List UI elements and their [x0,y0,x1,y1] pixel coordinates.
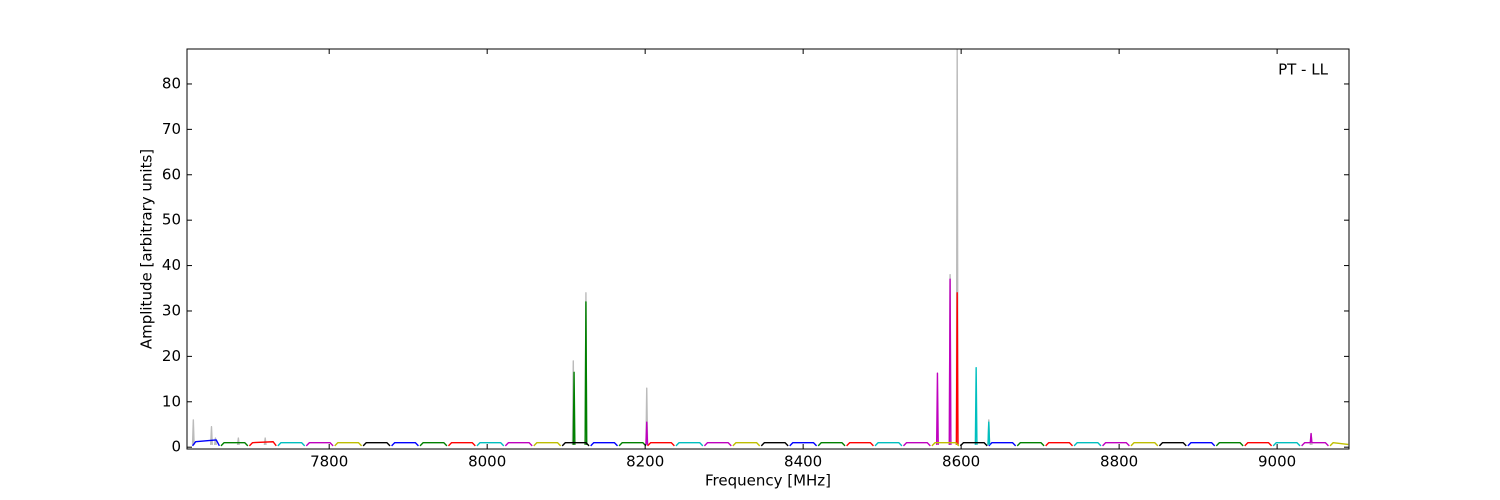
y-tick-label: 10 [162,392,181,410]
y-tick-label: 60 [162,165,181,183]
plot-frame [186,48,1350,450]
y-tick-label: 50 [162,211,181,229]
x-tick-label: 7800 [310,453,348,471]
series-line [248,292,1273,447]
x-tick-label: 9000 [1258,453,1296,471]
series-line [191,439,1216,447]
series-line [305,278,1329,447]
x-tick-label: 8800 [1100,453,1138,471]
series-line [191,49,1313,445]
y-axis-label: Amplitude [arbitrary units] [138,149,156,349]
y-tick-label: 0 [171,438,181,456]
plot-lines [191,49,1349,447]
x-tick-label: 8400 [784,453,822,471]
y-tick-label: 20 [162,347,181,365]
series-line [362,441,1187,447]
x-tick-label: 8000 [468,453,506,471]
x-axis-label: Frequency [MHz] [705,472,831,490]
y-tick-label: 70 [162,120,181,138]
series-line [220,301,1244,447]
x-tick-label: 8600 [942,453,980,471]
y-tick-label: 30 [162,301,181,319]
x-tick-label: 8200 [626,453,664,471]
annotation: PT - LL [1278,61,1329,79]
y-tick-label: 40 [162,256,181,274]
series-line [334,441,1349,447]
y-tick-label: 80 [162,74,181,92]
series-line [277,367,1301,447]
